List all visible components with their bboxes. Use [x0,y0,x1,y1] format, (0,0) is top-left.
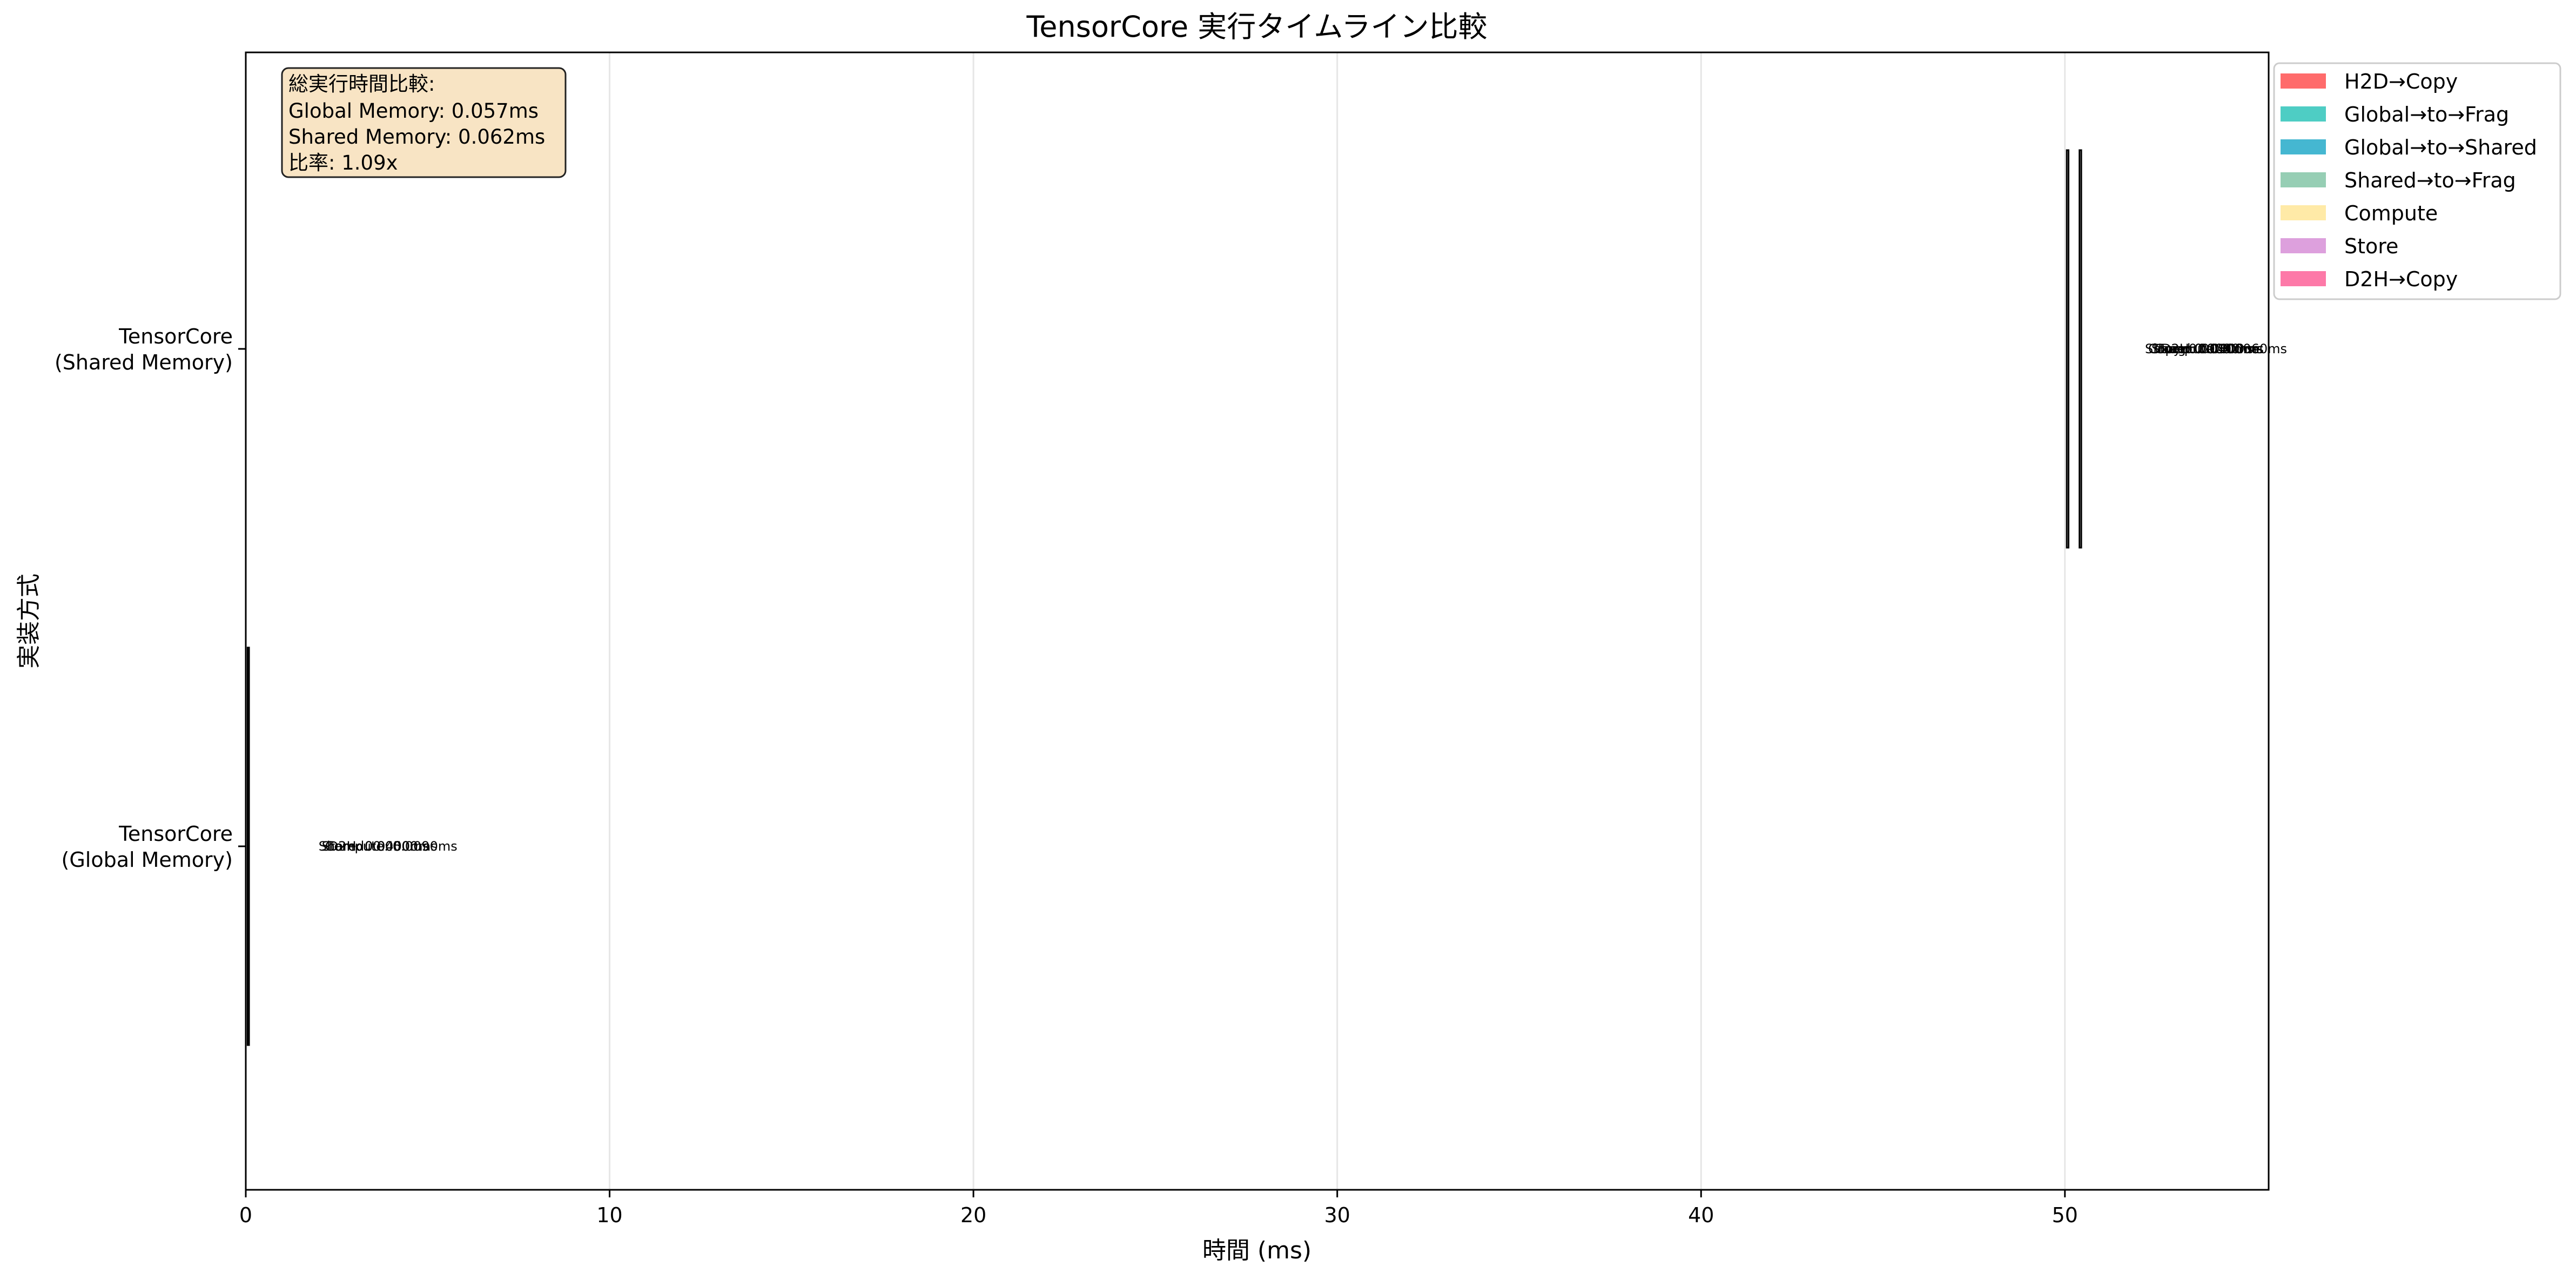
legend-label: Compute [2344,201,2438,225]
bar-segment [2079,149,2082,549]
bar-label: Shared: 0.0000ms [319,839,438,854]
annotation-shared: Shared Memory: 0.062ms [288,125,545,149]
annotation-ratio: 比率: 1.09x [288,151,398,174]
grid-lines [609,52,2066,1190]
annotation-global: Global Memory: 0.057ms [288,99,539,123]
bar-label: Copy: 0.0050ms [2148,341,2254,356]
x-tick-label: 30 [1324,1203,1350,1227]
legend-label: Global→to→Frag [2344,103,2509,126]
legend-swatch [2281,106,2326,122]
legend-swatch [2281,139,2326,154]
legend-swatch [2281,205,2326,220]
summary-annotation: 総実行時間比較: Global Memory: 0.057ms Shared M… [281,67,567,178]
bar-label: Store: 0.0040ms [2151,341,2259,356]
x-tick-label: 40 [1688,1203,1714,1227]
x-tick-label: 20 [960,1203,986,1227]
bar-label: Store: 0.0050ms [322,839,429,854]
x-tick-label: 0 [239,1203,252,1227]
legend-label: Store [2344,234,2398,258]
legend-swatch [2281,172,2326,187]
y-axis-label: 実装方式 [15,574,43,669]
x-axis-label: 時間 (ms) [1202,1237,1311,1264]
x-tick-label: 50 [2052,1203,2078,1227]
legend-swatch [2281,73,2326,89]
legend-frame [2273,62,2561,300]
legend: H2D→Copy Global→to→Frag Global→to→Shared Sh… [2273,62,2561,300]
y-tick-label: (Global Memory) [62,848,233,872]
chart-title: TensorCore 実行タイムライン比較 [1026,10,1488,44]
legend-label: Global→to→Shared [2344,136,2537,159]
x-tick-label: 10 [596,1203,622,1227]
legend-swatch [2281,271,2326,286]
legend-label: Shared→to→Frag [2344,169,2516,192]
bar-label: Frag: 0.0090ms [2158,341,2259,356]
bar-segment [246,646,250,1046]
bar-label: Compute: 0.0090ms [325,839,458,854]
legend-label: D2H→Copy [2344,267,2458,291]
bar-segment [2066,149,2070,549]
annotation-box [281,67,567,178]
legend-label: H2D→Copy [2344,70,2458,93]
annotation-title: 総実行時間比較: [288,72,435,96]
bar-label: Shared: 0.0000ms [2145,341,2264,356]
bar-label: Compute: 0.0060ms [2155,341,2287,356]
y-tick-label: TensorCore [118,822,233,846]
legend-swatch [2281,238,2326,253]
y-tick-label: TensorCore [118,325,233,348]
bar-label: D2H: 0.0400ms [328,839,429,854]
y-tick-label: (Shared Memory) [55,351,233,374]
bar-segments [246,149,2082,1046]
plot-frame [245,51,2270,1191]
bar-label: D2H: 0.0400ms [2161,341,2262,356]
